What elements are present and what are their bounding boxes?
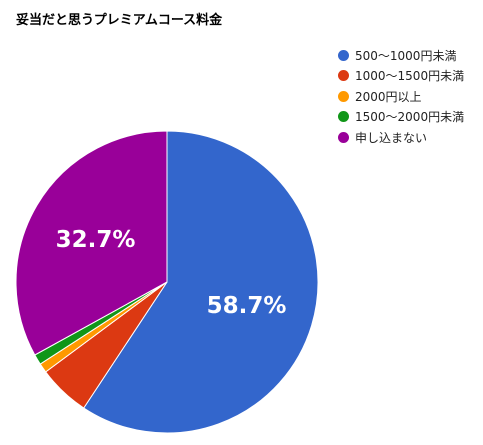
legend-item-3[interactable]: 1500〜2000円未満 [338,107,464,128]
legend-label-3: 1500〜2000円未満 [355,110,465,125]
pie-slice-4[interactable] [15,130,168,356]
pie-slice-0[interactable] [83,130,319,434]
legend-label-0: 500〜1000円未満 [355,48,457,63]
pie-labels: 58.7% 32.7% [56,227,287,319]
legend-label-4: 申し込まない [355,130,428,145]
legend-item-1[interactable]: 1000〜1500円未満 [338,66,464,87]
legend-item-4[interactable]: 申し込まない [338,127,464,148]
slice-label-4: 32.7% [56,227,136,253]
legend: 500〜1000円未満 1000〜1500円未満 2000円以上 1500〜2000円… [338,45,464,148]
legend-swatch-2 [338,90,349,102]
legend-label-1: 1000〜1500円未満 [355,69,465,84]
legend-swatch-3 [338,111,349,123]
pie-slices [15,130,319,434]
slice-label-0: 58.7% [207,293,287,319]
legend-swatch-4 [338,131,349,143]
legend-swatch-0 [338,49,349,61]
legend-item-0[interactable]: 500〜1000円未満 [338,45,464,66]
legend-label-2: 2000円以上 [355,89,422,104]
chart-title: 妥当だと思うプレミアムコース料金 [16,13,223,28]
legend-swatch-1 [338,70,349,82]
legend-item-2[interactable]: 2000円以上 [338,86,464,107]
